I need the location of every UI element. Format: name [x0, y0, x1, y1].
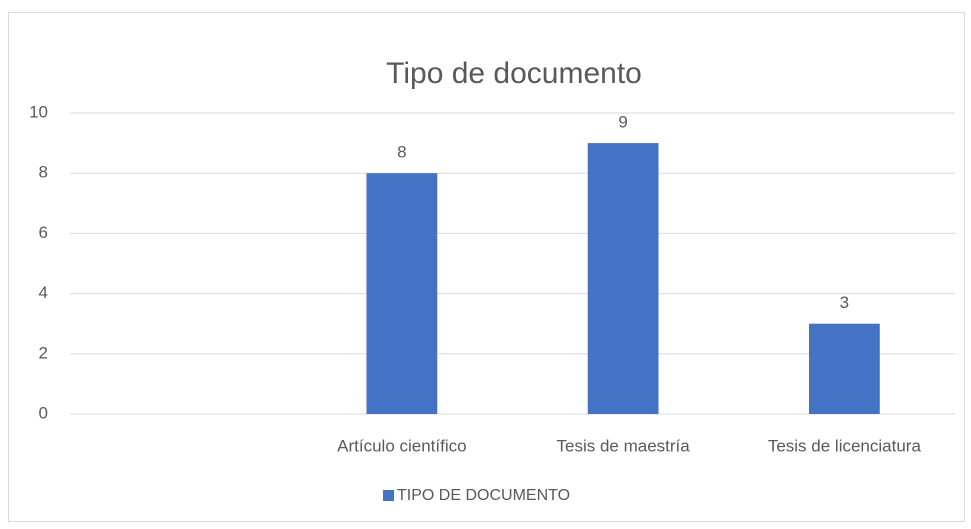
bar: [808, 323, 880, 414]
data-label: 9: [618, 113, 627, 132]
data-label: 8: [397, 143, 406, 162]
legend-swatch: [383, 490, 394, 501]
y-tick-label: 8: [39, 163, 48, 182]
bar: [366, 173, 438, 414]
y-tick-label: 6: [39, 223, 48, 242]
y-tick-label: 10: [29, 102, 48, 121]
x-tick-label: Tesis de maestría: [557, 436, 691, 455]
y-tick-label: 0: [39, 403, 48, 422]
x-tick-label: Artículo científico: [337, 436, 466, 455]
bar: [587, 143, 659, 414]
legend-label: TIPO DE DOCUMENTO: [397, 487, 570, 504]
y-tick-label: 4: [39, 283, 48, 302]
chart-border: [8, 12, 965, 522]
data-label: 3: [840, 293, 849, 312]
x-tick-label: Tesis de licenciatura: [768, 436, 922, 455]
chart-title: Tipo de documento: [386, 57, 642, 90]
y-tick-label: 2: [39, 343, 48, 362]
